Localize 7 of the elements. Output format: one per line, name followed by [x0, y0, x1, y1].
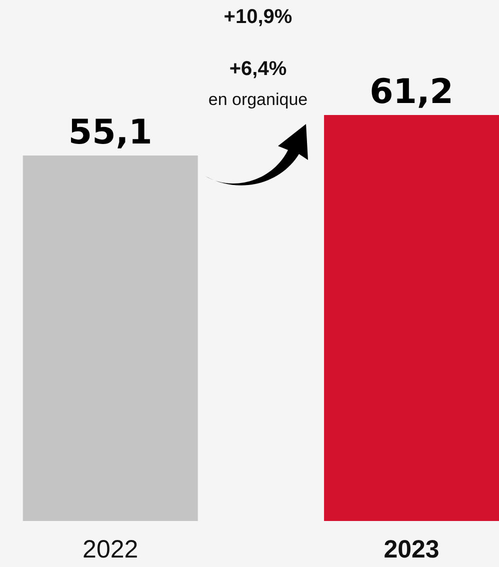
x-tick-label: 2022: [82, 536, 138, 564]
data-label: 61,2: [370, 72, 454, 112]
x-tick-label: 2023: [384, 536, 440, 564]
text: +6,4%: [228, 58, 288, 81]
data-label: 55,1: [68, 112, 152, 152]
text: en organique: [207, 90, 309, 110]
text: +10,9%: [222, 6, 294, 29]
